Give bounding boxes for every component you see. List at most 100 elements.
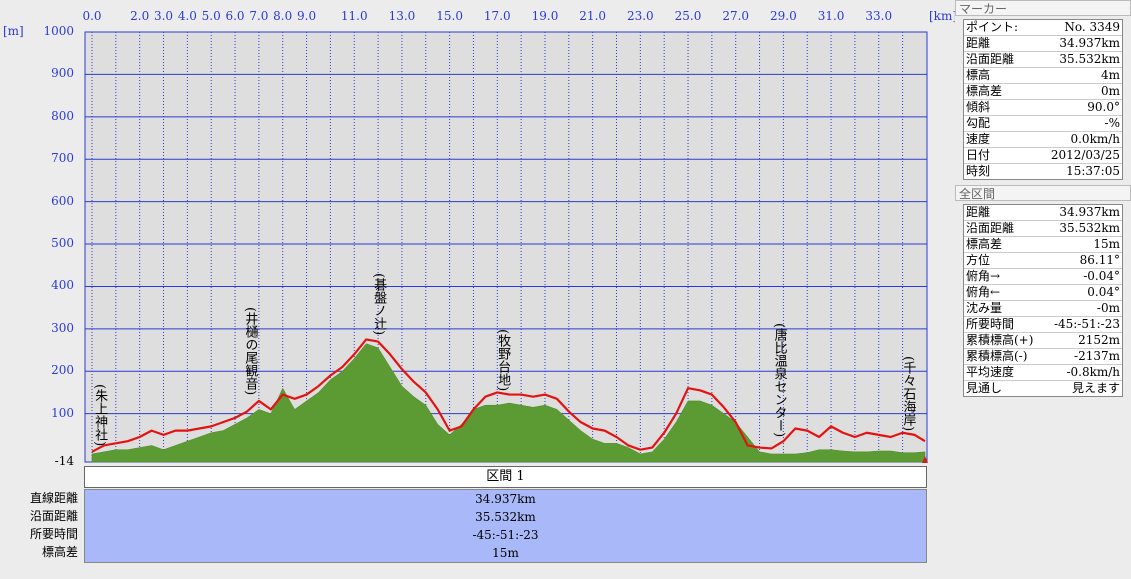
info-value: 86.11° bbox=[1079, 253, 1120, 267]
y-tick-label: 100 bbox=[51, 405, 74, 420]
info-value: 0m bbox=[1100, 84, 1120, 98]
info-row: 沿面距離 35.532km bbox=[964, 221, 1122, 237]
landmark-label: (朱上神社) bbox=[92, 383, 108, 446]
section-value: 35.532km bbox=[475, 510, 536, 524]
section-value: 15m bbox=[492, 546, 519, 560]
info-value: 34.937km bbox=[1059, 205, 1120, 219]
info-value: 35.532km bbox=[1059, 52, 1120, 66]
info-label: 時刻 bbox=[966, 164, 991, 178]
section-value: 34.937km bbox=[475, 492, 536, 506]
y-tick-label: 400 bbox=[51, 278, 74, 293]
info-value: -0.8km/h bbox=[1066, 365, 1120, 379]
info-label: 距離 bbox=[966, 36, 991, 50]
x-tick-label: 21.0 bbox=[579, 9, 607, 23]
y-tick-label: 800 bbox=[51, 108, 74, 123]
info-row: 勾配 -% bbox=[964, 116, 1122, 132]
info-label: 所要時間 bbox=[966, 317, 1015, 331]
info-label: 累積標高(-) bbox=[966, 349, 1028, 363]
info-row: 所要時間 -45:-51:-23 bbox=[964, 317, 1122, 333]
info-value: 4m bbox=[1100, 68, 1120, 82]
info-label: 沿面距離 bbox=[966, 52, 1015, 66]
end-marker bbox=[922, 456, 928, 463]
info-value: -% bbox=[1104, 116, 1120, 130]
info-value: 15m bbox=[1093, 237, 1120, 251]
x-tick-label: 0.0 bbox=[82, 9, 102, 23]
y-tick-label: 600 bbox=[51, 193, 74, 208]
info-value: -45:-51:-23 bbox=[1053, 317, 1120, 331]
info-label: 沈み量 bbox=[966, 301, 1003, 315]
route-line bbox=[91, 338, 926, 453]
x-tick-label: 2.0 bbox=[130, 9, 150, 23]
info-label: 標高 bbox=[966, 68, 991, 82]
info-value: 0.04° bbox=[1087, 285, 1120, 299]
landmark-label: (碁盤ノ辻) bbox=[371, 273, 387, 336]
y-min-label: -14 bbox=[54, 454, 74, 468]
terrain-area bbox=[91, 343, 926, 463]
info-label: 見通し bbox=[966, 381, 1003, 395]
x-unit-label: [km] bbox=[929, 9, 958, 23]
x-tick-label: 33.0 bbox=[865, 9, 893, 23]
info-value: 0.0km/h bbox=[1070, 132, 1120, 146]
x-tick-label: 11.0 bbox=[340, 9, 368, 23]
info-row: 速度 0.0km/h bbox=[964, 132, 1122, 148]
section-summary-table: 34.937km 35.532km -45:-51:-23 15m bbox=[84, 489, 927, 563]
info-label: 距離 bbox=[966, 205, 991, 219]
info-row: 標高 4m bbox=[964, 68, 1122, 84]
info-row: 距離 34.937km bbox=[964, 36, 1122, 52]
info-label: 速度 bbox=[966, 132, 991, 146]
landmark-label: (千々石海岸) bbox=[900, 355, 916, 432]
info-value: No. 3349 bbox=[1064, 20, 1120, 34]
info-row: 俯角→ -0.04° bbox=[964, 269, 1122, 285]
info-value: -0.04° bbox=[1083, 269, 1120, 283]
x-tick-label: 27.0 bbox=[722, 9, 750, 23]
info-label: 標高差 bbox=[966, 84, 1003, 98]
info-label: 平均速度 bbox=[966, 365, 1015, 379]
section-label: 所要時間 bbox=[29, 527, 78, 541]
x-tick-label: 6.0 bbox=[225, 9, 245, 23]
info-row: 累積標高(-) -2137m bbox=[964, 349, 1122, 365]
section-value: -45:-51:-23 bbox=[472, 528, 539, 542]
x-tick-label: 31.0 bbox=[817, 9, 845, 23]
y-tick-label: 1000 bbox=[43, 24, 74, 38]
plot-area bbox=[84, 31, 928, 463]
info-value: 34.937km bbox=[1059, 36, 1120, 50]
info-label: 累積標高(+) bbox=[966, 333, 1034, 347]
info-row: 方位 86.11° bbox=[964, 253, 1122, 269]
x-tick-label: 3.0 bbox=[153, 9, 174, 23]
section-label: 沿面距離 bbox=[29, 509, 78, 523]
info-value: 見えます bbox=[1071, 381, 1120, 395]
info-label: 日付 bbox=[966, 148, 991, 162]
info-row: 標高差 15m bbox=[964, 237, 1122, 253]
info-row: 標高差 0m bbox=[964, 84, 1122, 100]
landmark-label: (井樋の尾観音) bbox=[242, 306, 258, 395]
info-label: ポイント: bbox=[966, 20, 1019, 34]
info-label: 傾斜 bbox=[966, 100, 991, 114]
info-label: 俯角← bbox=[966, 285, 1001, 299]
info-value: -0m bbox=[1096, 301, 1120, 315]
elevation-chart[interactable] bbox=[0, 0, 955, 579]
x-tick-label: 7.0 bbox=[249, 9, 269, 23]
info-value: 35.532km bbox=[1059, 221, 1120, 235]
info-row: 俯角← 0.04° bbox=[964, 285, 1122, 301]
info-row: 日付 2012/03/25 bbox=[964, 148, 1122, 164]
section-title-bar[interactable]: 区間 1 bbox=[84, 466, 927, 488]
y-tick-label: 200 bbox=[51, 363, 74, 378]
info-row: 沿面距離 35.532km bbox=[964, 52, 1122, 68]
info-row: 累積標高(+) 2152m bbox=[964, 333, 1122, 349]
info-row: 時刻 15:37:05 bbox=[964, 164, 1122, 179]
info-value: 2012/03/25 bbox=[1050, 148, 1120, 162]
info-sidebar: マーカー ポイント: No. 3349 距離 34.937km 沿面距離 35.532km… bbox=[955, 0, 1131, 579]
info-label: 俯角→ bbox=[966, 269, 1001, 283]
y-tick-label: 500 bbox=[51, 236, 74, 251]
x-tick-label: 19.0 bbox=[531, 9, 559, 23]
x-tick-label: 13.0 bbox=[388, 9, 416, 23]
marker-panel-title: マーカー bbox=[955, 0, 1131, 16]
x-tick-label: 4.0 bbox=[177, 9, 197, 23]
x-tick-label: 25.0 bbox=[674, 9, 702, 23]
info-value: 90.0° bbox=[1087, 100, 1120, 114]
overall-info-table: 距離 34.937km 沿面距離 35.532km 標高差 15m 方位 86.11° 俯角→ -… bbox=[963, 204, 1123, 397]
info-row: 沈み量 -0m bbox=[964, 301, 1122, 317]
info-value: -2137m bbox=[1074, 349, 1120, 363]
info-label: 方位 bbox=[966, 253, 991, 267]
info-value: 15:37:05 bbox=[1066, 164, 1120, 178]
